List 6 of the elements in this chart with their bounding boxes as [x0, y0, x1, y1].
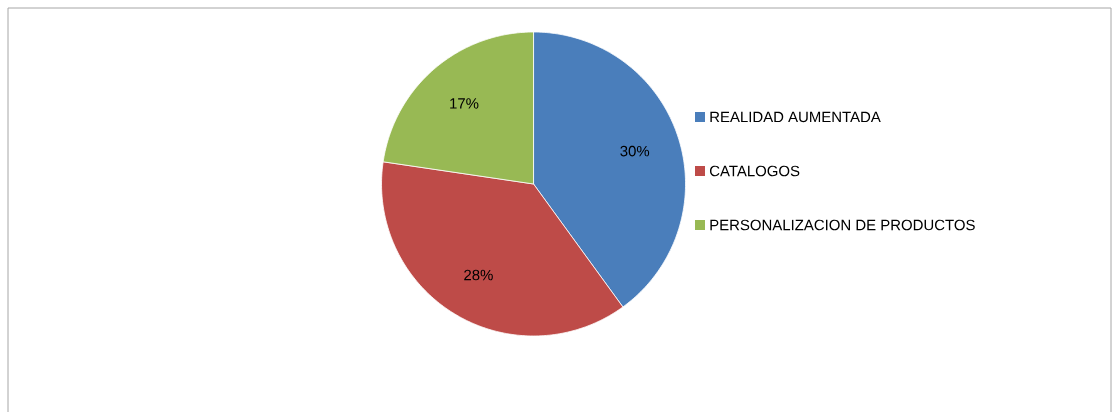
data-label: 17%	[450, 98, 479, 109]
data-label: 30%	[620, 145, 650, 157]
data-label: 28%	[464, 269, 493, 281]
legend-label: CATALOGOS	[709, 165, 800, 177]
legend-label: REALIDAD AUMENTADA	[710, 111, 881, 123]
legend-label: PERSONALIZACION DE PRODUCTOS	[710, 219, 975, 231]
